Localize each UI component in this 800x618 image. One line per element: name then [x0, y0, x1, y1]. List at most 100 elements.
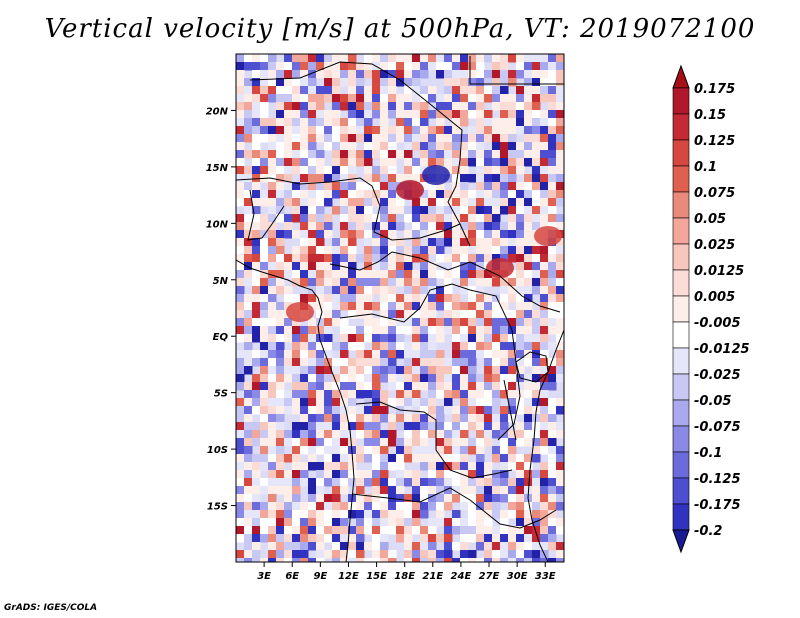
field-cell — [308, 494, 317, 503]
field-cell — [452, 518, 461, 527]
field-cell — [276, 206, 285, 215]
field-cell — [516, 230, 525, 239]
field-cell — [340, 382, 349, 391]
field-cell — [356, 206, 365, 215]
field-cell — [372, 86, 381, 95]
field-cell — [420, 422, 429, 431]
field-cell — [308, 246, 317, 255]
field-cell — [532, 182, 541, 191]
field-cell — [244, 510, 253, 519]
field-cell — [380, 246, 389, 255]
field-cell — [492, 214, 501, 223]
field-cell — [380, 550, 389, 559]
field-cell — [476, 470, 485, 479]
field-cell — [356, 70, 365, 79]
field-cell — [308, 254, 317, 263]
field-cell — [532, 118, 541, 127]
field-cell — [372, 262, 381, 271]
field-cell — [340, 142, 349, 151]
field-cell — [316, 174, 325, 183]
field-cell — [404, 70, 413, 79]
field-cell — [500, 94, 509, 103]
field-cell — [404, 126, 413, 135]
field-cell — [356, 446, 365, 455]
field-cell — [500, 182, 509, 191]
field-cell — [444, 382, 453, 391]
field-cell — [252, 382, 261, 391]
field-cell — [380, 310, 389, 319]
field-cell — [540, 542, 549, 551]
field-cell — [508, 486, 517, 495]
field-cell — [276, 534, 285, 543]
field-cell — [556, 118, 564, 127]
field-cell — [420, 302, 429, 311]
field-cell — [540, 246, 549, 255]
field-cell — [540, 142, 549, 151]
field-cell — [516, 182, 525, 191]
field-cell — [500, 78, 509, 87]
field-cell — [260, 390, 269, 399]
field-cell — [276, 286, 285, 295]
colorbar-label: 0.005 — [694, 290, 735, 305]
field-cell — [492, 142, 501, 151]
field-cell — [404, 214, 413, 223]
field-cell — [268, 262, 277, 271]
field-cell — [540, 302, 549, 311]
field-cell — [260, 334, 269, 343]
field-cell — [276, 182, 285, 191]
field-cell — [276, 86, 285, 95]
field-cell — [252, 102, 261, 111]
field-cell — [292, 494, 301, 503]
field-cell — [316, 510, 325, 519]
field-cell — [260, 126, 269, 135]
field-cell — [412, 350, 421, 359]
field-cell — [548, 286, 557, 295]
field-cell — [460, 446, 469, 455]
field-cell — [516, 518, 525, 527]
field-cell — [404, 534, 413, 543]
field-cell — [316, 470, 325, 479]
field-cell — [484, 118, 493, 127]
field-cell — [388, 550, 397, 559]
field-cell — [300, 102, 309, 111]
field-cell — [268, 550, 277, 559]
field-cell — [412, 206, 421, 215]
field-cell — [484, 150, 493, 159]
field-cell — [436, 126, 445, 135]
field-cell — [540, 534, 549, 543]
field-cell — [532, 310, 541, 319]
field-cell — [516, 110, 525, 119]
field-cell — [516, 150, 525, 159]
field-cell — [364, 294, 373, 303]
field-cell — [260, 158, 269, 167]
field-cell — [276, 166, 285, 175]
field-cell — [532, 86, 541, 95]
field-cell — [356, 126, 365, 135]
field-cell — [540, 270, 549, 279]
field-cell — [364, 126, 373, 135]
field-cell — [284, 62, 293, 71]
field-cell — [244, 126, 253, 135]
field-cell — [236, 326, 245, 335]
field-cell — [356, 534, 365, 543]
field-cell — [324, 334, 333, 343]
field-cell — [252, 486, 261, 495]
field-cell — [540, 174, 549, 183]
field-cell — [444, 190, 453, 199]
field-cell — [476, 278, 485, 287]
field-cell — [372, 366, 381, 375]
field-cell — [292, 270, 301, 279]
field-cell — [444, 286, 453, 295]
field-cell — [348, 142, 357, 151]
field-cell — [388, 134, 397, 143]
field-cell — [380, 150, 389, 159]
field-cell — [324, 478, 333, 487]
field-cell — [300, 358, 309, 367]
field-cell — [460, 246, 469, 255]
field-cell — [332, 246, 341, 255]
field-cell — [348, 310, 357, 319]
field-cell — [532, 142, 541, 151]
field-cell — [324, 198, 333, 207]
border-north — [249, 61, 471, 247]
field-cell — [428, 542, 437, 551]
